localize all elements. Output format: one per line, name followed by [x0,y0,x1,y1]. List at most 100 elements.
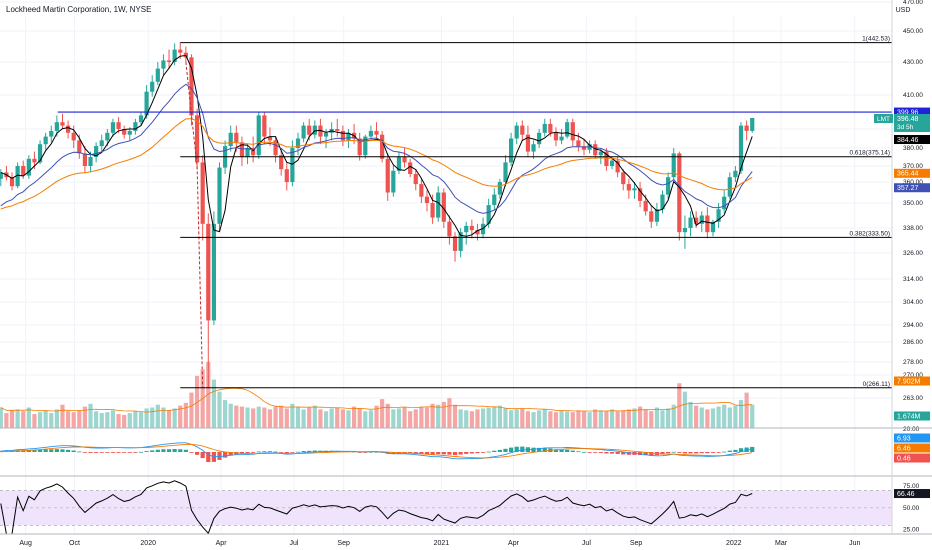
candle-body [486,205,491,224]
candle-body [267,136,273,141]
macd-signal-line [0,443,753,459]
candle-body [178,49,183,53]
volume-bar [0,407,3,428]
fib-label: 0.618(375.14) [850,150,890,157]
macd-histogram-bar [65,449,71,452]
volume-bar [329,408,334,428]
candle-body [318,125,323,137]
volume-bar [307,407,312,428]
macd-histogram-bar [312,450,317,452]
macd-histogram-bar [744,447,749,452]
volume-bar [581,411,587,428]
candle-body [110,122,116,133]
candle-body [295,138,301,148]
volume-bar [396,408,402,428]
macd-histogram-bar [284,452,289,454]
macd-histogram-bar [267,451,273,453]
candle-body [49,130,54,137]
time-tick-label: Sep [630,540,643,547]
candle-body [441,192,446,222]
candle-body [312,125,317,135]
candle-body [581,146,587,150]
panel-separators [0,427,932,535]
volume-bar [385,403,390,428]
rsi-tick-label: 25.00 [903,527,920,534]
macd-histogram-bar [71,450,76,452]
candle-body [542,123,547,133]
macd-histogram-bar [531,447,536,452]
macd-histogram-bar [21,450,26,452]
candle-body [0,172,3,179]
price-tick-label: 314.00 [903,276,923,283]
macd-histogram-bar [750,446,755,452]
macd-histogram-bar [43,449,48,452]
macd-histogram-bar [688,452,693,454]
macd-histogram-bar [49,449,54,452]
candle-body [385,158,390,193]
candle-body [615,160,620,173]
macd-histogram-bar [576,451,581,453]
macd-histogram-bar [26,449,31,452]
price-tick-label: 304.00 [903,299,923,306]
candle-body [116,122,121,129]
candle-body [234,132,239,143]
rsi-tick-label: 75.00 [903,483,920,490]
macd-histogram-bar [122,452,127,453]
volume-bar [318,409,323,428]
time-tick-label: Jun [849,540,860,547]
chart-title: Lockheed Martin Corporation, 1W, NYSE [6,5,151,14]
macd-histogram-bar [581,451,587,453]
price-axis[interactable]: 470.00450.00430.00410.00390.00380.00370.… [874,0,930,534]
volume-bar [335,407,340,428]
candle-body [553,132,559,141]
volume-bar [514,409,519,428]
volume-bar [166,410,172,428]
macd-histogram-bar [155,449,160,452]
candle-body [626,184,631,191]
volume-bar [172,408,177,428]
time-tick-label: Aug [19,540,32,547]
candle-body [60,122,65,126]
candle-body [166,60,172,62]
candle-body [514,125,519,139]
candle-body [632,188,637,191]
macd-histogram-bar [82,452,88,453]
time-tick-label: Oct [69,540,80,547]
volume-bar [615,411,620,428]
candle-body [710,221,716,233]
macd-histogram-bar [587,452,592,453]
candle-body [738,125,744,171]
macd-histogram-bar [290,452,295,453]
candle-body [368,130,374,137]
candle-body [37,144,43,163]
annotations[interactable]: 1(442.53) 0.618(375.14) 0.382(333.50) 0(266… [57,36,892,389]
volume-last-tag-bg [894,411,930,421]
candle-body [525,134,531,152]
volume-bar [722,404,727,428]
macd-histogram-bar [570,450,575,452]
volume-bar [49,413,54,428]
macd-histogram-bar [54,449,59,452]
candle-body [677,153,682,233]
macd-histogram-bar [436,452,441,455]
candle-body [413,174,418,185]
candle-body [436,192,441,218]
candle-body [88,157,93,166]
candle-body [452,236,458,251]
macd-histogram-bar [256,451,261,453]
volume-bar [301,409,306,428]
time-axis[interactable]: Aug Oct 2020 Apr Jul Sep 2021 Apr Jul Sep 2022 Mar J… [19,540,860,547]
candle-body [150,81,155,92]
macd-histogram-bar [368,451,374,453]
macd-histogram-bar [88,452,93,453]
volume-bar [654,407,659,428]
macd-histogram-bar [565,449,570,452]
volume-bar [492,406,497,428]
macd-histogram-bar [671,451,676,453]
volume-bar [245,407,250,428]
candle-body [189,57,194,116]
volume-bar [716,406,721,428]
macd-histogram-bar [223,452,228,458]
